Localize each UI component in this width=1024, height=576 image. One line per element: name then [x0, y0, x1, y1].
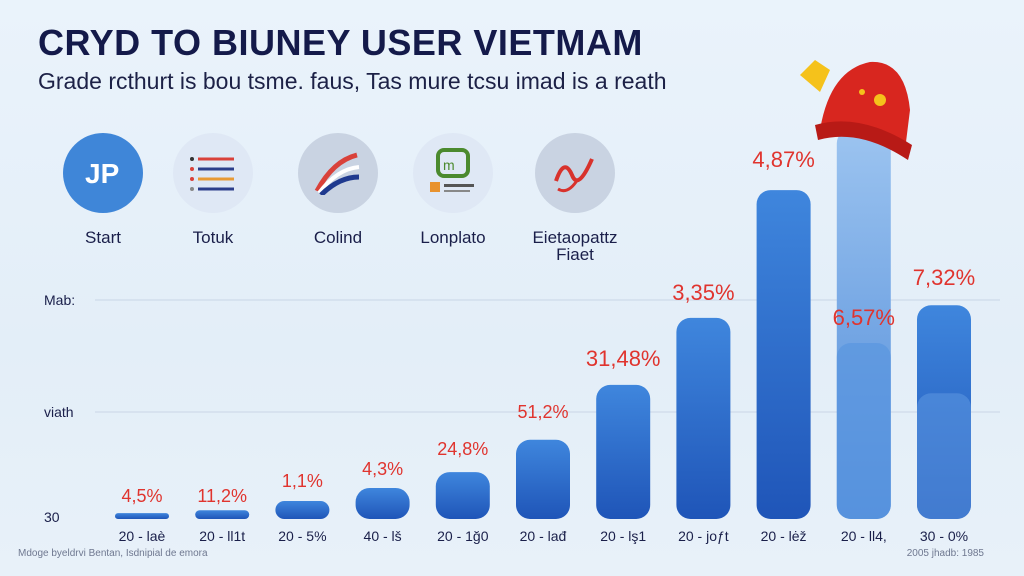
list-icon — [173, 133, 253, 213]
y-tick-label: viath — [44, 404, 74, 420]
category-item: JP Start — [48, 133, 158, 246]
data-label: 11,2% — [197, 486, 247, 506]
bar — [836, 129, 891, 519]
flag-swoosh-icon — [298, 133, 378, 213]
x-tick-label: 20 - 1ğ0 — [437, 528, 489, 544]
data-label: 7,32% — [913, 265, 975, 290]
data-label: 24,8% — [437, 439, 488, 459]
x-tick-label: 20 - 5% — [278, 528, 326, 544]
svg-text:m: m — [443, 157, 455, 173]
x-tick-label: 20 - ll4, — [841, 528, 887, 544]
red-hat-icon — [800, 60, 912, 160]
footer-source: Mdoge byeldrvi Bentan, Isdnipial de emor… — [18, 548, 208, 559]
logo-jp-icon: JP — [63, 133, 143, 213]
category-item: Totuk — [158, 133, 268, 246]
bar — [676, 317, 731, 519]
x-tick-label: 20 - lėž — [761, 528, 807, 544]
data-label: 31,48% — [586, 346, 661, 371]
category-label: Start — [85, 228, 121, 247]
bar — [917, 305, 971, 519]
page-subtitle: Grade rcthurt is bou tsme. faus, Tas mur… — [38, 68, 667, 94]
x-tick-label: 20 - lş1 — [600, 528, 646, 544]
category-item: Eietaopattz Fiaet — [520, 133, 630, 263]
data-label: 1,1% — [282, 471, 323, 491]
data-label: 4,87% — [752, 147, 814, 172]
data-label: 6,57% — [833, 305, 895, 330]
category-label: Colind — [313, 228, 363, 247]
footer-date: 2005 jhadb: 1985 — [906, 548, 984, 559]
x-tick-label: 20 - laè — [119, 528, 166, 544]
bar — [756, 190, 811, 519]
category-label: Totuk — [192, 228, 234, 247]
x-tick-label: 30 - 0% — [920, 528, 968, 544]
category-label: Eietaopattz Fiaet — [532, 228, 618, 264]
x-tick-label: 20 - lađ — [520, 528, 567, 544]
bar — [355, 487, 410, 519]
category-item: Colind — [283, 133, 393, 246]
data-label: 4,5% — [121, 486, 162, 506]
x-tick-label: 20 - joƒt — [678, 528, 729, 544]
data-label: 3,35% — [672, 280, 734, 305]
app-logo-icon: m — [413, 133, 493, 213]
y-tick-label: Mab: — [44, 292, 76, 308]
category-item: m Lonplato — [398, 133, 508, 246]
svg-text:JP: JP — [85, 158, 119, 189]
data-label: 51,2% — [517, 402, 568, 422]
bar — [275, 500, 330, 519]
bar — [516, 439, 570, 519]
category-label: Lonplato — [420, 228, 486, 247]
data-label: 4,3% — [362, 459, 403, 479]
x-tick-label: 40 - lš — [364, 528, 402, 544]
bar-inner — [836, 343, 891, 519]
y-tick-label: 30 — [44, 509, 60, 525]
bar — [195, 510, 250, 519]
bar — [435, 472, 490, 519]
x-tick-label: 20 - ll1t — [199, 528, 245, 544]
page-title: CRYD TO BIUNEY USER VIETMAM — [38, 22, 643, 63]
bar — [596, 384, 651, 519]
bar — [115, 513, 169, 519]
dragon-icon — [535, 133, 615, 213]
bar-inner — [917, 393, 971, 519]
